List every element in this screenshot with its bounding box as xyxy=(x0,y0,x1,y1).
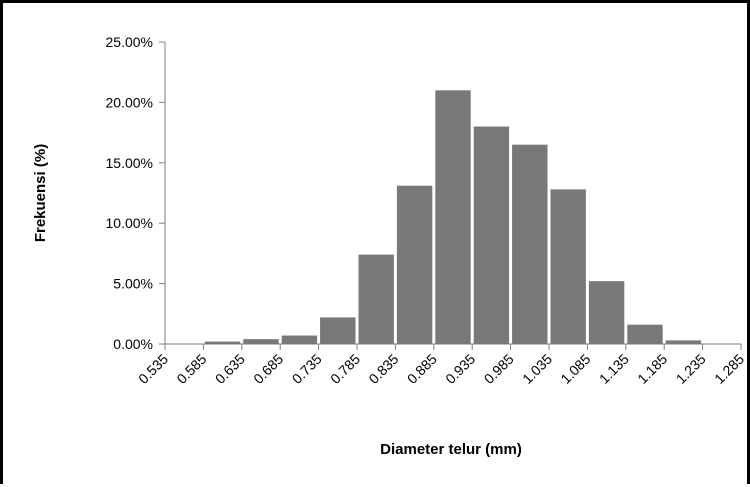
y-tick-label: 10.00% xyxy=(106,215,153,231)
bar xyxy=(627,324,663,344)
x-tick-label: 0.635 xyxy=(212,351,248,387)
x-tick-label: 0.885 xyxy=(404,351,440,387)
x-axis-title: Diameter telur (mm) xyxy=(380,441,522,458)
bar xyxy=(396,185,433,344)
bar xyxy=(550,189,586,344)
x-tick-label: 1.285 xyxy=(711,351,747,387)
bar xyxy=(665,340,702,344)
x-axis: 0.535 0.585 0.635 0.685 0.735 0.785 0.835 0.885… xyxy=(135,343,747,387)
x-tick-label: 1.135 xyxy=(596,351,632,387)
bar xyxy=(512,144,548,344)
x-tick-label: 0.935 xyxy=(442,351,478,387)
y-tick-label: 20.00% xyxy=(106,94,153,110)
x-tick-label: 0.535 xyxy=(135,351,171,387)
x-tick-label: 1.035 xyxy=(519,351,555,387)
bar xyxy=(588,281,625,344)
bar xyxy=(204,341,241,344)
x-tick-label: 0.835 xyxy=(365,351,401,387)
bar xyxy=(320,317,356,344)
bar xyxy=(243,339,279,344)
bars xyxy=(204,90,702,344)
x-tick-label: 0.735 xyxy=(289,351,325,387)
y-tick-label: 15.00% xyxy=(106,155,153,171)
x-tick-label: 0.985 xyxy=(481,351,517,387)
y-tick-label: 0.00% xyxy=(113,336,153,352)
y-axis-title: Frekuensi (%) xyxy=(32,144,49,242)
x-tick-label: 0.785 xyxy=(327,351,363,387)
bar xyxy=(281,335,318,344)
y-axis: 0.00% 5.00% 10.00% 15.00% 20.00% 25.00% xyxy=(106,34,166,352)
bar xyxy=(473,126,510,344)
x-tick-label: 1.085 xyxy=(557,351,593,387)
bar xyxy=(358,254,394,344)
bar xyxy=(435,90,471,344)
x-tick-label: 1.235 xyxy=(673,351,709,387)
x-tick-label: 0.585 xyxy=(173,351,209,387)
y-tick-label: 25.00% xyxy=(106,34,153,50)
x-tick-label: 0.685 xyxy=(250,351,286,387)
x-tick-label: 1.185 xyxy=(634,351,670,387)
histogram-chart: 0.00% 5.00% 10.00% 15.00% 20.00% 25.00% 0.535… xyxy=(32,34,747,458)
y-tick-label: 5.00% xyxy=(113,276,153,292)
